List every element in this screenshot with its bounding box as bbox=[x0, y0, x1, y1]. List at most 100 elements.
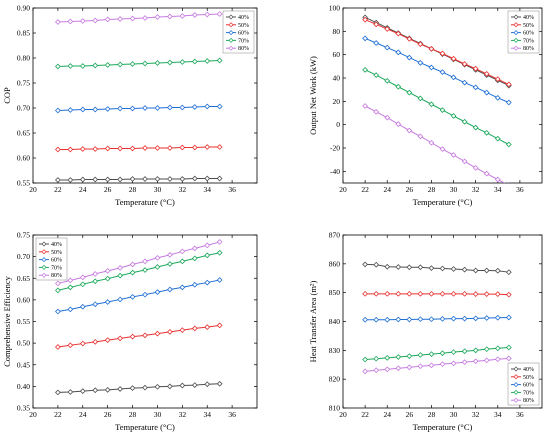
data-point bbox=[472, 124, 479, 131]
data-point bbox=[384, 354, 391, 361]
data-point bbox=[450, 152, 457, 158]
data-point bbox=[428, 351, 435, 357]
legend: 40% 50% 60%70% 80% bbox=[507, 10, 540, 54]
data-point bbox=[216, 322, 223, 329]
data-point bbox=[395, 365, 402, 372]
data-point bbox=[450, 113, 457, 119]
legend-label: 40% bbox=[51, 242, 62, 248]
y-tick-label: 0.45 bbox=[17, 360, 30, 369]
y-axis-title: Output Net Work (kW) bbox=[308, 56, 318, 135]
data-point bbox=[55, 344, 61, 350]
data-point bbox=[92, 176, 99, 183]
data-point bbox=[55, 146, 61, 153]
data-point bbox=[461, 348, 468, 355]
data-point bbox=[461, 315, 468, 322]
legend-swatch-marker bbox=[513, 374, 519, 380]
data-point bbox=[167, 286, 173, 293]
data-point bbox=[439, 146, 446, 153]
legend-swatch-marker bbox=[228, 45, 234, 51]
legend-swatch-marker bbox=[228, 30, 234, 36]
data-point bbox=[384, 44, 391, 51]
data-point bbox=[472, 347, 479, 354]
data-point bbox=[494, 267, 501, 274]
y-tick-label: 830 bbox=[329, 346, 341, 355]
data-point bbox=[142, 60, 148, 67]
data-point bbox=[472, 65, 479, 72]
data-point bbox=[104, 16, 111, 23]
x-tick-label: 34 bbox=[494, 410, 502, 419]
data-point bbox=[216, 103, 223, 110]
legend-label: 80% bbox=[238, 46, 249, 52]
data-point bbox=[179, 258, 186, 265]
x-tick-label: 30 bbox=[450, 410, 458, 419]
data-point bbox=[191, 58, 198, 65]
data-point bbox=[79, 146, 86, 152]
data-point bbox=[67, 277, 74, 284]
data-point bbox=[216, 57, 223, 64]
data-point bbox=[406, 316, 413, 323]
data-point bbox=[216, 380, 223, 387]
data-point bbox=[204, 175, 211, 182]
data-point bbox=[494, 135, 501, 142]
x-tick-label: 26 bbox=[104, 410, 112, 419]
data-point bbox=[450, 74, 457, 81]
x-tick-label: 34 bbox=[494, 185, 502, 194]
data-point bbox=[117, 61, 123, 68]
data-point bbox=[167, 176, 173, 182]
data-point bbox=[483, 315, 490, 321]
y-tick-label: 850 bbox=[329, 288, 341, 297]
plot-frame bbox=[32, 7, 258, 184]
data-point bbox=[204, 242, 211, 249]
y-tick-label: 0.90 bbox=[17, 4, 30, 13]
data-point bbox=[129, 61, 136, 67]
data-point bbox=[428, 101, 435, 108]
data-point bbox=[129, 261, 136, 268]
x-tick-label: 24 bbox=[383, 410, 391, 419]
data-point bbox=[472, 358, 479, 365]
x-tick-label: 20 bbox=[339, 410, 347, 419]
data-point bbox=[373, 290, 380, 297]
y-tick-label: 860 bbox=[329, 259, 341, 268]
data-point bbox=[67, 342, 74, 349]
x-tick-label: 24 bbox=[79, 410, 87, 419]
data-point bbox=[67, 284, 74, 291]
data-point bbox=[204, 144, 211, 150]
data-point bbox=[104, 299, 111, 305]
data-point bbox=[494, 76, 501, 83]
data-point bbox=[395, 83, 402, 90]
data-point bbox=[129, 385, 136, 391]
chart-panel-2: 20 22 24 26 28 30 32 34 36 -40 -20 0 20 40 60 80 100 Temp… bbox=[308, 4, 543, 207]
data-point bbox=[167, 104, 173, 111]
data-point bbox=[191, 281, 198, 288]
y-tick-label: 60 bbox=[333, 50, 341, 59]
data-point bbox=[505, 141, 512, 148]
data-point bbox=[104, 337, 111, 343]
data-point bbox=[167, 59, 173, 66]
data-point bbox=[79, 388, 86, 394]
legend-label: 40% bbox=[523, 15, 534, 21]
data-point bbox=[154, 14, 161, 20]
data-point bbox=[179, 104, 186, 111]
y-tick-label: 840 bbox=[329, 317, 341, 326]
data-point bbox=[362, 66, 368, 73]
data-point bbox=[406, 127, 413, 134]
data-point bbox=[216, 175, 223, 182]
data-point bbox=[417, 290, 424, 297]
legend-label: 50% bbox=[523, 23, 534, 29]
y-tick-label: 0.70 bbox=[17, 104, 30, 113]
data-point bbox=[117, 386, 123, 392]
data-point bbox=[204, 103, 211, 110]
x-tick-label: 28 bbox=[428, 410, 436, 419]
data-point bbox=[179, 248, 186, 255]
data-point bbox=[167, 13, 173, 20]
legend-swatch-marker bbox=[513, 397, 519, 403]
data-point bbox=[92, 146, 99, 152]
data-point bbox=[483, 267, 490, 274]
data-point bbox=[384, 366, 391, 373]
data-point bbox=[154, 289, 161, 295]
data-point bbox=[216, 144, 223, 150]
data-point bbox=[428, 316, 435, 323]
legend-label: 50% bbox=[523, 375, 534, 381]
data-point bbox=[154, 383, 161, 390]
data-point bbox=[406, 290, 413, 297]
